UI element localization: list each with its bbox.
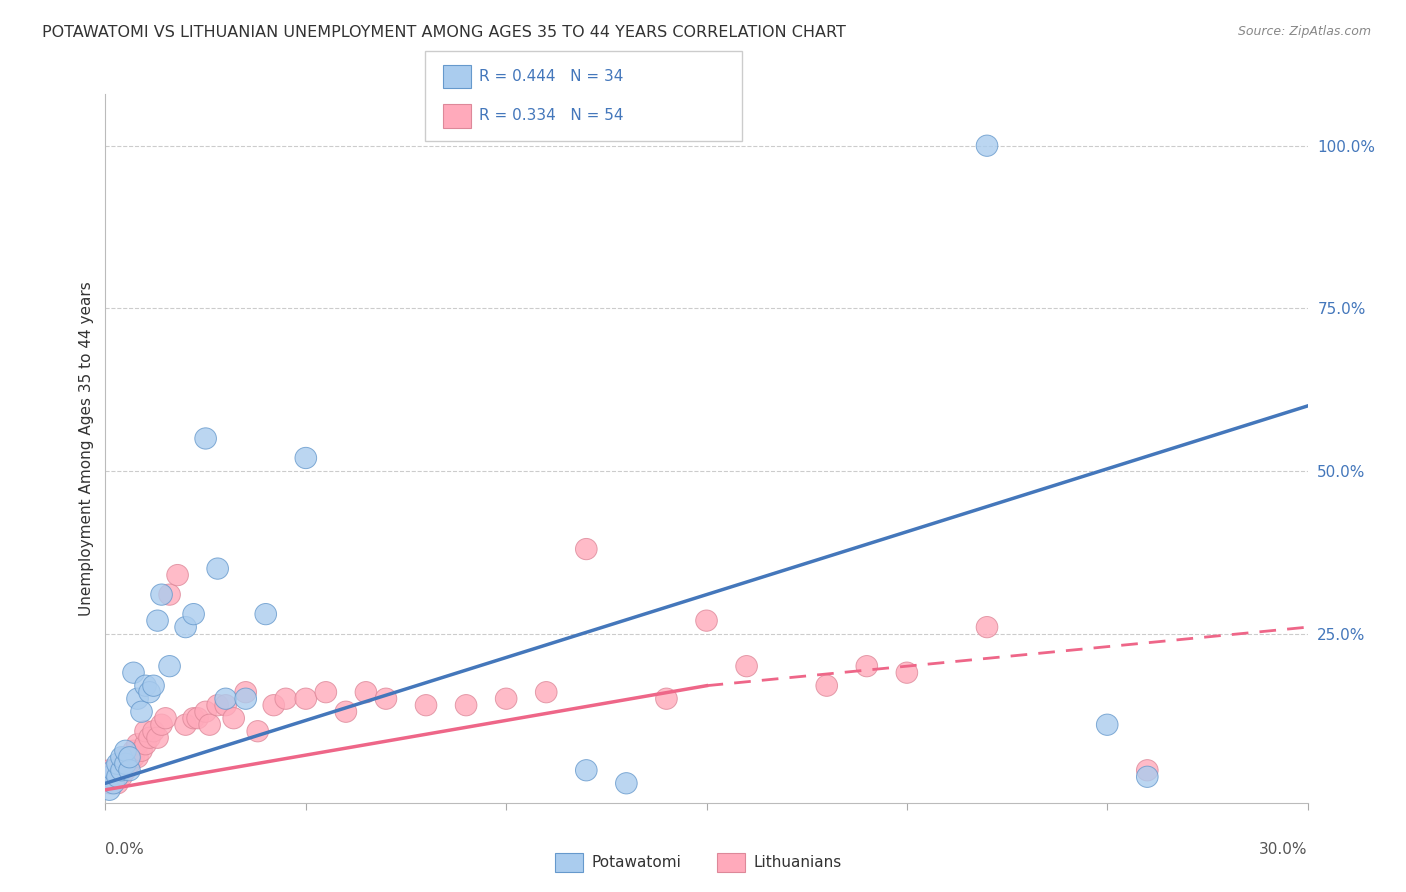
Ellipse shape: [115, 760, 136, 780]
Ellipse shape: [224, 707, 245, 729]
Ellipse shape: [98, 766, 121, 788]
Ellipse shape: [122, 740, 145, 762]
Ellipse shape: [696, 610, 717, 632]
Ellipse shape: [174, 616, 197, 638]
Ellipse shape: [254, 604, 277, 624]
Ellipse shape: [111, 766, 132, 788]
Ellipse shape: [575, 539, 598, 559]
Ellipse shape: [98, 779, 121, 800]
Ellipse shape: [118, 760, 141, 780]
Ellipse shape: [118, 747, 141, 768]
Ellipse shape: [616, 772, 637, 794]
Text: R = 0.334   N = 54: R = 0.334 N = 54: [479, 109, 624, 123]
Text: 0.0%: 0.0%: [105, 842, 145, 857]
Ellipse shape: [247, 721, 269, 742]
Text: 30.0%: 30.0%: [1260, 842, 1308, 857]
Ellipse shape: [150, 714, 173, 735]
Ellipse shape: [295, 688, 316, 709]
Ellipse shape: [263, 695, 284, 716]
Ellipse shape: [122, 747, 145, 768]
Ellipse shape: [98, 760, 121, 780]
Text: Potawatomi: Potawatomi: [592, 855, 682, 870]
Ellipse shape: [131, 740, 152, 762]
Ellipse shape: [1097, 714, 1118, 735]
Ellipse shape: [103, 772, 124, 794]
Ellipse shape: [131, 701, 152, 723]
Ellipse shape: [415, 695, 437, 716]
Ellipse shape: [536, 681, 557, 703]
Ellipse shape: [122, 662, 145, 683]
Ellipse shape: [98, 772, 121, 794]
Ellipse shape: [139, 727, 160, 748]
Ellipse shape: [276, 688, 297, 709]
Ellipse shape: [159, 656, 180, 677]
Ellipse shape: [127, 733, 148, 755]
Ellipse shape: [107, 760, 128, 780]
Ellipse shape: [107, 772, 128, 794]
Ellipse shape: [235, 681, 256, 703]
Ellipse shape: [187, 707, 208, 729]
Ellipse shape: [896, 662, 918, 683]
Ellipse shape: [315, 681, 336, 703]
Ellipse shape: [115, 747, 136, 768]
Ellipse shape: [195, 428, 217, 449]
Ellipse shape: [856, 656, 877, 677]
Ellipse shape: [198, 714, 221, 735]
Ellipse shape: [456, 695, 477, 716]
Ellipse shape: [207, 558, 228, 579]
Ellipse shape: [207, 695, 228, 716]
Ellipse shape: [103, 766, 124, 788]
Ellipse shape: [135, 733, 156, 755]
Y-axis label: Unemployment Among Ages 35 to 44 years: Unemployment Among Ages 35 to 44 years: [79, 281, 94, 615]
Ellipse shape: [107, 753, 128, 774]
Ellipse shape: [111, 747, 132, 768]
Text: R = 0.444   N = 34: R = 0.444 N = 34: [479, 70, 624, 84]
Ellipse shape: [183, 707, 204, 729]
Text: Source: ZipAtlas.com: Source: ZipAtlas.com: [1237, 25, 1371, 38]
Ellipse shape: [195, 701, 217, 723]
Ellipse shape: [139, 681, 160, 703]
Ellipse shape: [118, 753, 141, 774]
Ellipse shape: [1136, 760, 1159, 780]
Ellipse shape: [976, 135, 998, 156]
Ellipse shape: [127, 747, 148, 768]
Ellipse shape: [356, 681, 377, 703]
Ellipse shape: [111, 760, 132, 780]
Ellipse shape: [135, 721, 156, 742]
Ellipse shape: [235, 688, 256, 709]
Ellipse shape: [735, 656, 758, 677]
Ellipse shape: [150, 584, 173, 606]
Ellipse shape: [375, 688, 396, 709]
Ellipse shape: [127, 688, 148, 709]
Ellipse shape: [815, 675, 838, 697]
Ellipse shape: [155, 707, 176, 729]
Ellipse shape: [115, 740, 136, 762]
Ellipse shape: [115, 753, 136, 774]
Ellipse shape: [215, 688, 236, 709]
Ellipse shape: [159, 584, 180, 606]
Ellipse shape: [575, 760, 598, 780]
Ellipse shape: [143, 675, 165, 697]
Ellipse shape: [976, 616, 998, 638]
Text: Lithuanians: Lithuanians: [754, 855, 842, 870]
Ellipse shape: [103, 760, 124, 780]
Ellipse shape: [146, 610, 169, 632]
Ellipse shape: [335, 701, 357, 723]
Ellipse shape: [1136, 766, 1159, 788]
Text: POTAWATOMI VS LITHUANIAN UNEMPLOYMENT AMONG AGES 35 TO 44 YEARS CORRELATION CHAR: POTAWATOMI VS LITHUANIAN UNEMPLOYMENT AM…: [42, 25, 846, 40]
Ellipse shape: [655, 688, 678, 709]
Ellipse shape: [174, 714, 197, 735]
Ellipse shape: [215, 695, 236, 716]
Ellipse shape: [111, 753, 132, 774]
Ellipse shape: [135, 675, 156, 697]
Ellipse shape: [107, 766, 128, 788]
Ellipse shape: [167, 565, 188, 586]
Ellipse shape: [495, 688, 517, 709]
Ellipse shape: [295, 448, 316, 468]
Ellipse shape: [183, 604, 204, 624]
Ellipse shape: [146, 727, 169, 748]
Ellipse shape: [143, 721, 165, 742]
